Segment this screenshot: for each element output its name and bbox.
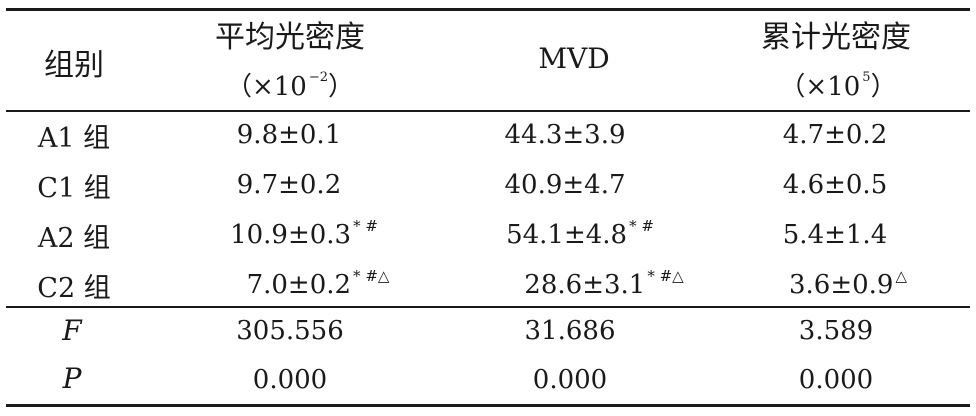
row-mvd: 54.1±4.8 * # <box>506 217 654 250</box>
header-avg-od: 平均光密度 <box>215 20 365 55</box>
stat-mvd: 31.686 <box>524 316 616 346</box>
row-mvd: 28.6±3.1 * #△ <box>524 267 684 300</box>
row-cum-od: 5.4±1.4 <box>782 220 888 250</box>
header-mvd: MVD <box>538 42 610 75</box>
header-avg-od-unit: （×10 −2） <box>225 70 355 102</box>
header-rule <box>6 110 970 112</box>
stat-avg-od: 305.556 <box>236 316 344 346</box>
stat-cum-od: 0.000 <box>798 365 874 395</box>
row-avg-od: 9.8±0.1 <box>236 120 342 150</box>
row-cum-od: 4.7±0.2 <box>782 120 888 150</box>
top-rule <box>6 8 970 11</box>
row-mvd: 44.3±3.9 <box>504 120 626 150</box>
row-avg-od: 7.0±0.2 * #△ <box>246 267 390 300</box>
row-group-label: C2 组 <box>37 273 111 304</box>
header-cum-od: 累计光密度 <box>761 20 911 55</box>
header-cum-od-unit: （×10 5） <box>779 70 897 102</box>
header-group: 组别 <box>44 48 104 83</box>
row-avg-od: 10.9±0.3 * # <box>230 217 378 250</box>
stats-rule <box>6 306 970 308</box>
stat-cum-od: 3.589 <box>798 316 874 346</box>
row-cum-od: 3.6±0.9 △ <box>788 267 908 300</box>
row-mvd: 40.9±4.7 <box>504 170 626 200</box>
stat-avg-od: 0.000 <box>252 365 328 395</box>
bottom-rule <box>6 404 970 407</box>
row-avg-od: 9.7±0.2 <box>236 170 342 200</box>
row-group-label: A2 组 <box>37 223 111 254</box>
stat-label-f: F <box>62 314 82 347</box>
row-group-label: C1 组 <box>37 173 111 204</box>
stat-mvd: 0.000 <box>532 365 608 395</box>
row-cum-od: 4.6±0.5 <box>782 170 888 200</box>
row-group-label: A1 组 <box>37 123 111 154</box>
stat-label-p: P <box>62 362 82 395</box>
